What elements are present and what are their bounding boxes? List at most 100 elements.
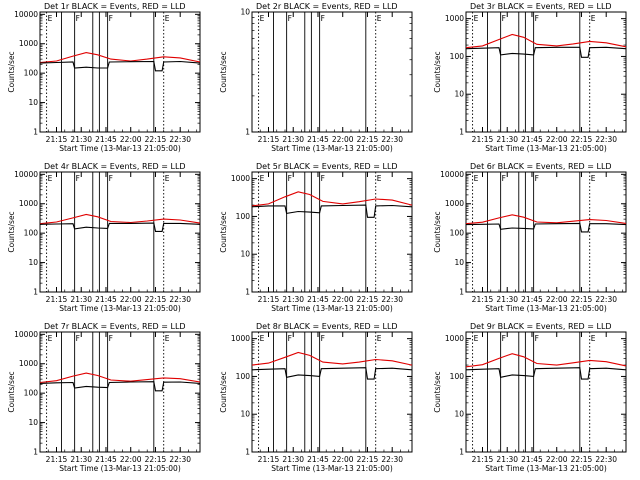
x-tick-label: 21:15 <box>472 135 494 144</box>
x-tick-label: 22:00 <box>332 295 354 304</box>
x-tick-label: 22:15 <box>145 455 167 464</box>
x-tick-label: 21:30 <box>496 135 518 144</box>
y-tick-label: 10000 <box>14 330 38 339</box>
series-line <box>39 52 201 64</box>
chart-panel: Det 1r BLACK = Events, RED = LLD 1 10 100 10… <box>7 2 201 153</box>
panel-title: Det 1r BLACK = Events, RED = LLD <box>44 2 186 11</box>
y-axis-label: Counts/sec <box>219 371 228 412</box>
event-marker-label: F <box>502 14 506 23</box>
chart-panel: Det 9r BLACK = Events, RED = LLD 1 10 100 10… <box>433 322 627 473</box>
x-tick-label: 21:45 <box>95 455 117 464</box>
event-marker-label: F <box>288 334 292 343</box>
series-line <box>39 60 201 72</box>
series-line <box>39 222 201 232</box>
panel-title: Det 2r BLACK = Events, RED = LLD <box>256 2 398 11</box>
event-marker-label: E <box>260 14 265 23</box>
event-marker-label: F <box>535 334 539 343</box>
x-tick-label: 22:30 <box>381 135 403 144</box>
y-tick-label: 1000 <box>231 174 250 183</box>
y-axis-label: Counts/sec <box>433 211 442 252</box>
x-axis-label: Start Time (13-Mar-13 21:05:00) <box>59 304 181 313</box>
series-line <box>251 204 413 218</box>
x-tick-label: 21:45 <box>95 295 117 304</box>
plot-frame <box>465 171 627 293</box>
x-tick-label: 22:30 <box>595 295 617 304</box>
y-axis-label: Counts/sec <box>7 51 16 92</box>
chart-panel: Det 4r BLACK = Events, RED = LLD 1 10 100 10… <box>7 162 201 313</box>
x-tick-label: 21:15 <box>258 135 280 144</box>
y-axis-label: Counts/sec <box>219 51 228 92</box>
event-marker-label: F <box>109 174 113 183</box>
panel-title: Det 6r BLACK = Events, RED = LLD <box>470 162 612 171</box>
y-tick-label: 1000 <box>231 334 250 343</box>
y-tick-label: 1000 <box>19 199 38 208</box>
y-tick-label: 100 <box>236 372 251 381</box>
y-tick-label: 100 <box>24 389 39 398</box>
x-tick-label: 21:15 <box>472 295 494 304</box>
event-marker-label: E <box>165 14 170 23</box>
panel-title: Det 5r BLACK = Events, RED = LLD <box>256 162 398 171</box>
y-tick-label: 1 <box>459 288 464 297</box>
x-axis-label: Start Time (13-Mar-13 21:05:00) <box>59 144 181 153</box>
series-line <box>39 381 201 392</box>
chart-panel: Det 8r BLACK = Events, RED = LLD 1 10 100 10… <box>219 322 413 473</box>
y-tick-label: 1 <box>245 128 250 137</box>
y-tick-label: 10 <box>454 410 464 419</box>
y-tick-label: 1 <box>459 128 464 137</box>
x-tick-label: 22:00 <box>332 455 354 464</box>
x-tick-label: 22:30 <box>169 295 191 304</box>
x-tick-label: 22:15 <box>357 455 379 464</box>
event-marker-label: E <box>377 334 382 343</box>
event-marker-label: E <box>48 14 53 23</box>
plot-frame <box>251 11 413 133</box>
x-tick-label: 22:30 <box>381 455 403 464</box>
event-marker-label: E <box>591 174 596 183</box>
x-tick-label: 22:30 <box>595 455 617 464</box>
event-marker-label: E <box>591 334 596 343</box>
y-tick-label: 10000 <box>14 10 38 19</box>
x-tick-label: 21:45 <box>307 295 329 304</box>
x-tick-label: 22:15 <box>357 135 379 144</box>
event-marker-label: E <box>474 14 479 23</box>
y-axis-label: Counts/sec <box>433 51 442 92</box>
event-marker-label: E <box>260 334 265 343</box>
x-tick-label: 22:30 <box>169 455 191 464</box>
x-tick-label: 21:45 <box>521 455 543 464</box>
x-tick-label: 21:30 <box>282 295 304 304</box>
x-tick-label: 21:15 <box>46 295 68 304</box>
y-tick-label: 10 <box>240 410 250 419</box>
x-tick-label: 21:30 <box>496 455 518 464</box>
x-tick-label: 22:30 <box>169 135 191 144</box>
y-axis-label: Counts/sec <box>219 211 228 252</box>
y-tick-label: 1000 <box>445 14 464 23</box>
series-line <box>251 351 413 366</box>
panel-title: Det 3r BLACK = Events, RED = LLD <box>470 2 612 11</box>
event-marker-label: E <box>474 174 479 183</box>
x-axis-label: Start Time (13-Mar-13 21:05:00) <box>485 144 607 153</box>
event-marker-label: E <box>165 334 170 343</box>
y-tick-label: 10 <box>454 258 464 267</box>
event-marker-label: E <box>591 14 596 23</box>
x-tick-label: 22:15 <box>145 295 167 304</box>
series-line <box>465 367 627 380</box>
x-tick-label: 21:30 <box>282 135 304 144</box>
x-tick-label: 21:15 <box>258 295 280 304</box>
event-marker-label: E <box>377 174 382 183</box>
panel-title: Det 9r BLACK = Events, RED = LLD <box>470 322 612 331</box>
chart-panel: Det 6r BLACK = Events, RED = LLD 1 10 100 10… <box>433 162 627 313</box>
event-marker-label: E <box>377 14 382 23</box>
x-tick-label: 22:15 <box>145 135 167 144</box>
panel-title: Det 4r BLACK = Events, RED = LLD <box>44 162 186 171</box>
x-tick-label: 21:30 <box>70 135 92 144</box>
x-tick-label: 21:30 <box>70 455 92 464</box>
x-tick-label: 21:45 <box>95 135 117 144</box>
plot-frame <box>39 171 201 293</box>
event-marker-label: F <box>321 174 325 183</box>
series-line <box>251 191 413 207</box>
event-marker-label: F <box>288 174 292 183</box>
y-tick-label: 10 <box>240 250 250 259</box>
series-line <box>39 213 201 225</box>
series-line <box>465 33 627 49</box>
event-marker-label: F <box>76 334 80 343</box>
series-line <box>465 214 627 225</box>
